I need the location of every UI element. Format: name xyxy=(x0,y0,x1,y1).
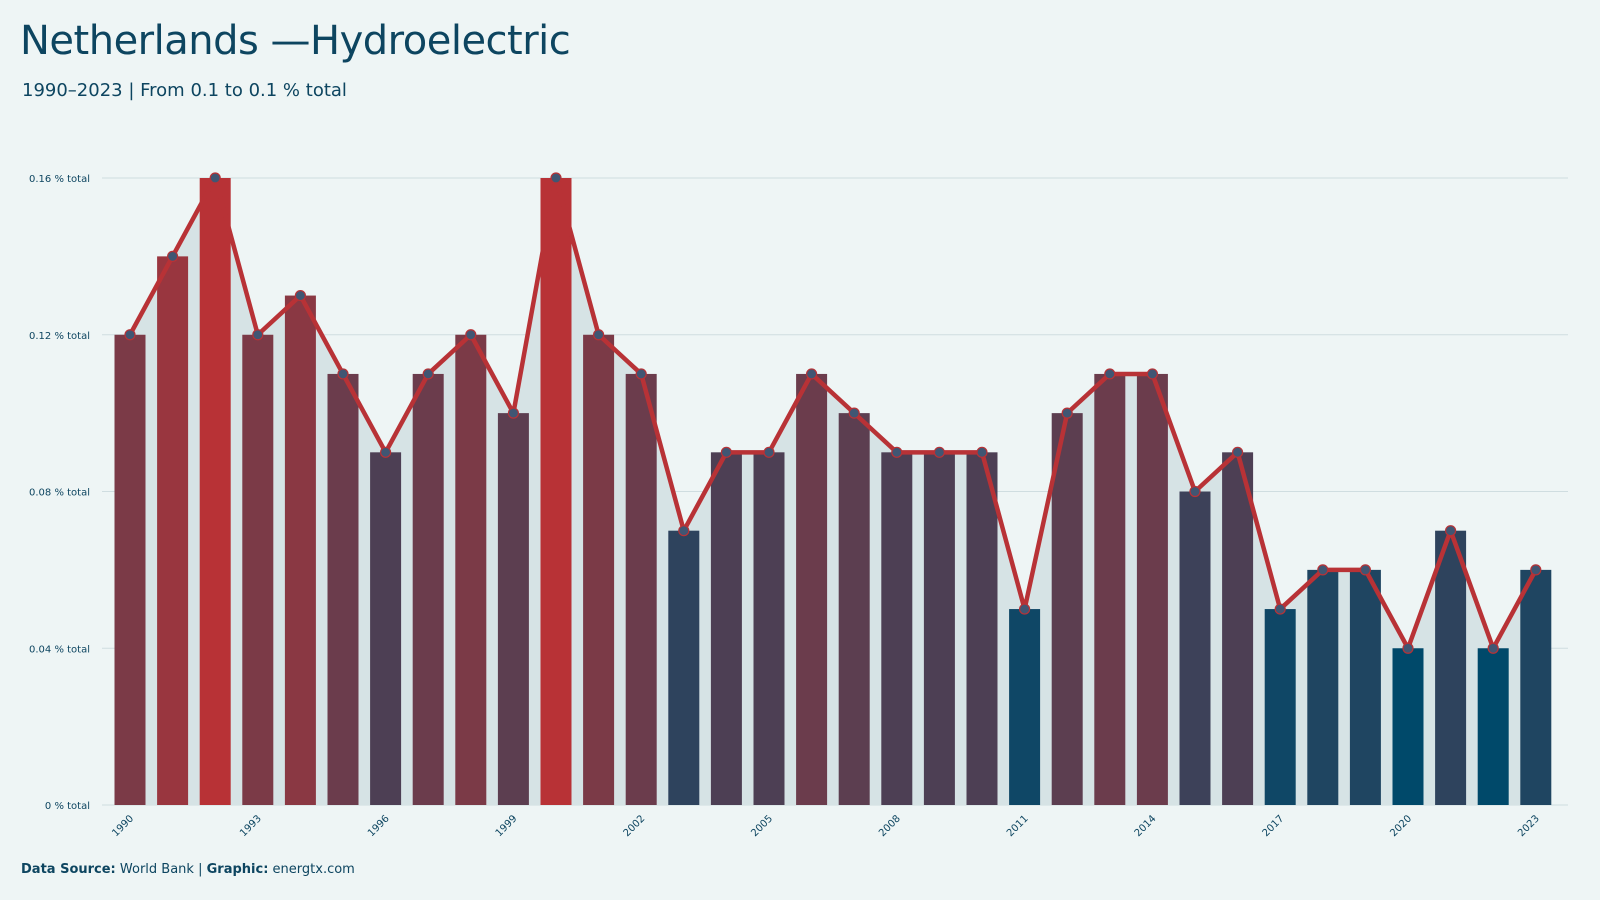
data-point xyxy=(976,446,988,458)
bar xyxy=(1435,530,1467,805)
data-point xyxy=(1359,564,1372,576)
bar xyxy=(199,178,231,805)
y-tick-label: 0.16 % total xyxy=(29,174,90,185)
x-tick-label: 2023 xyxy=(1516,813,1542,839)
data-point xyxy=(465,329,477,341)
graphic-label: Graphic: xyxy=(206,862,269,877)
bar xyxy=(1179,491,1211,805)
data-point xyxy=(1402,642,1414,654)
x-tick-label: 1999 xyxy=(494,813,520,839)
data-point xyxy=(678,525,690,537)
x-tick-label: 2014 xyxy=(1133,813,1159,839)
x-tick-label: 2002 xyxy=(622,813,648,839)
graphic-value: energtx.com xyxy=(272,862,355,877)
bar xyxy=(966,452,998,805)
y-tick-label: 0 % total xyxy=(45,801,90,812)
bar xyxy=(412,373,444,805)
x-tick-label: 2020 xyxy=(1388,813,1414,839)
bar xyxy=(540,178,572,805)
data-point xyxy=(1317,564,1329,576)
data-point xyxy=(1018,603,1031,615)
source-label: Data Source: xyxy=(21,862,116,877)
data-point xyxy=(1274,603,1286,615)
data-point xyxy=(848,407,860,419)
data-point xyxy=(1444,525,1457,537)
bar xyxy=(1094,373,1126,805)
bar xyxy=(1264,609,1296,805)
data-point xyxy=(167,250,179,262)
bar xyxy=(881,452,913,805)
bar xyxy=(1136,373,1168,805)
bar xyxy=(838,413,870,805)
data-point xyxy=(805,368,818,380)
data-point xyxy=(763,446,775,458)
bar xyxy=(114,334,146,805)
bar xyxy=(497,413,529,805)
data-point xyxy=(592,329,605,341)
data-point xyxy=(1104,368,1116,380)
y-tick-label: 0.08 % total xyxy=(29,488,90,499)
y-tick-label: 0.12 % total xyxy=(29,331,90,342)
bar xyxy=(284,295,316,805)
x-tick-label: 2005 xyxy=(749,813,775,839)
data-point xyxy=(1061,407,1073,419)
bar xyxy=(923,452,955,805)
data-point xyxy=(337,368,349,380)
bar xyxy=(1051,413,1083,805)
x-tick-label: 2017 xyxy=(1261,813,1287,839)
data-point xyxy=(380,446,392,458)
bar xyxy=(1349,569,1381,805)
data-point xyxy=(1146,368,1159,380)
data-point xyxy=(1231,446,1244,458)
bar xyxy=(1477,648,1509,805)
data-point xyxy=(1487,642,1499,654)
bar xyxy=(1009,609,1041,805)
data-point xyxy=(1530,564,1542,576)
data-point xyxy=(720,446,733,458)
y-tick-label: 0.04 % total xyxy=(29,644,90,655)
footer-credits: Data Source: World Bank | Graphic: energ… xyxy=(21,862,355,877)
bar xyxy=(327,373,359,805)
bar xyxy=(796,373,828,805)
bar xyxy=(1520,569,1552,805)
data-point xyxy=(891,446,903,458)
footer-separator: | xyxy=(198,862,203,877)
x-tick-label: 1993 xyxy=(238,813,264,839)
bar xyxy=(455,334,487,805)
data-point xyxy=(209,172,221,184)
data-point xyxy=(550,172,562,184)
bar xyxy=(583,334,615,805)
bar xyxy=(1392,648,1424,805)
bar xyxy=(370,452,402,805)
bar xyxy=(157,256,189,805)
x-tick-label: 2008 xyxy=(877,813,903,839)
data-point xyxy=(507,407,520,419)
bar xyxy=(625,373,657,805)
chart-title: Netherlands —Hydroelectric xyxy=(20,18,571,64)
data-point xyxy=(1189,485,1201,498)
data-point xyxy=(252,329,264,341)
x-tick-label: 1990 xyxy=(110,813,136,839)
data-point xyxy=(635,368,647,380)
bar xyxy=(668,530,700,805)
series-line xyxy=(128,175,1538,651)
data-point xyxy=(933,446,946,458)
bar xyxy=(753,452,785,805)
data-point xyxy=(294,289,306,302)
bar xyxy=(710,452,742,805)
x-tick-label: 2011 xyxy=(1005,813,1031,839)
chart-subtitle: 1990–2023 | From 0.1 to 0.1 % total xyxy=(22,80,347,101)
bar xyxy=(1222,452,1254,805)
data-point xyxy=(124,329,136,341)
bar xyxy=(1307,569,1339,805)
bar xyxy=(242,334,274,805)
source-value: World Bank xyxy=(119,862,194,877)
x-tick-label: 1996 xyxy=(366,813,392,839)
data-point xyxy=(422,368,434,380)
